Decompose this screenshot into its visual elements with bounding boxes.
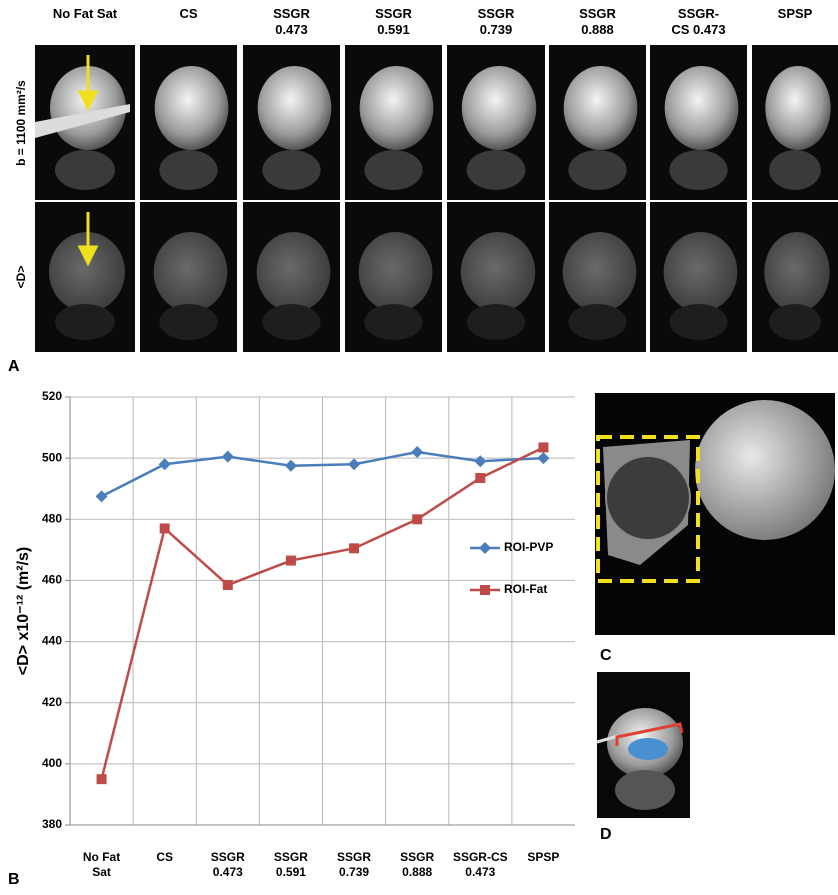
chart: 380 400 420 440 460 480 500 520 <D> x10⁻¹² (m²/s… (15, 389, 575, 831)
figure: b = 1100 mm²/s <D> A B C D 380 400 420 440 4… (0, 0, 838, 895)
marker (159, 458, 171, 470)
marker (349, 543, 359, 553)
marker (412, 514, 422, 524)
y-tick-label: 400 (42, 756, 62, 770)
tissue (159, 150, 217, 190)
marker (286, 556, 296, 566)
tissue (769, 304, 821, 340)
tissue (669, 304, 727, 340)
y-axis-title: <D> x10⁻¹² (m²/s) (15, 547, 32, 675)
organ (461, 232, 535, 312)
organ (257, 232, 331, 312)
y-tick-label: 500 (42, 450, 62, 464)
organ (258, 66, 332, 150)
column-header: SSGR 0.591 (366, 6, 422, 39)
tissue (568, 304, 626, 340)
tissue (364, 304, 422, 340)
x-tick-label: SPSP (515, 850, 571, 865)
column-header: CS (161, 6, 217, 22)
tissue (159, 304, 217, 340)
organ (564, 66, 638, 150)
figure-canvas: b = 1100 mm²/s <D> A B C D 380 400 420 440 4… (0, 0, 838, 895)
column-header: SPSP (767, 6, 823, 22)
column-header: SSGR 0.888 (570, 6, 626, 39)
marker (480, 585, 490, 595)
row-label: <D> (14, 266, 28, 289)
organ (462, 66, 536, 150)
organ (154, 232, 228, 312)
tissue (467, 304, 526, 340)
x-tick-label: SSGR 0.473 (200, 850, 256, 880)
organ (359, 232, 433, 312)
marker (223, 580, 233, 590)
panel-label: C (600, 647, 612, 664)
tissue (55, 304, 115, 340)
marker (348, 458, 360, 470)
organ (155, 66, 229, 150)
organ (360, 66, 434, 150)
tissue (669, 150, 727, 190)
y-tick-label: 460 (42, 573, 62, 587)
y-tick-label: 480 (42, 511, 62, 525)
legend-label: ROI-PVP (504, 540, 553, 554)
marker (96, 490, 108, 502)
column-header: SSGR-CS 0.473 (671, 6, 727, 39)
tissue (769, 150, 821, 190)
tissue (364, 150, 422, 190)
x-tick-label: SSGR-CS 0.473 (452, 850, 508, 880)
x-tick-label: No Fat Sat (74, 850, 130, 880)
marker (411, 446, 423, 458)
y-tick-label: 380 (42, 817, 62, 831)
organ (664, 232, 738, 312)
organ (764, 232, 829, 312)
x-tick-label: SSGR 0.739 (326, 850, 382, 880)
x-tick-label: SSGR 0.888 (389, 850, 445, 880)
row-label: b = 1100 mm²/s (14, 80, 28, 166)
marker (222, 451, 234, 463)
marker (474, 455, 486, 467)
tissue (467, 150, 526, 190)
panel-label: A (8, 358, 20, 375)
panel-label: B (8, 871, 20, 888)
marker (479, 542, 491, 554)
y-tick-label: 440 (42, 634, 62, 648)
organ (563, 232, 637, 312)
y-tick-label: 520 (42, 389, 62, 403)
marker (160, 523, 170, 533)
tissue (55, 150, 115, 190)
panel-c-image (595, 393, 835, 635)
y-tick-label: 420 (42, 695, 62, 709)
panel-label: D (600, 826, 612, 843)
x-tick-label: SSGR 0.591 (263, 850, 319, 880)
x-tick-label: CS (137, 850, 193, 865)
tissue (262, 150, 320, 190)
marker (537, 452, 549, 464)
panel-d-image (597, 672, 690, 818)
marker (97, 774, 107, 784)
organ (765, 66, 830, 150)
tissue (262, 304, 320, 340)
column-header: SSGR 0.739 (468, 6, 524, 39)
tissue (568, 150, 626, 190)
marker (475, 473, 485, 483)
organ (665, 66, 739, 150)
column-header: SSGR 0.473 (264, 6, 320, 39)
marker (285, 460, 297, 472)
legend-label: ROI-Fat (504, 582, 547, 596)
marker (538, 442, 548, 452)
column-header: No Fat Sat (35, 6, 135, 22)
